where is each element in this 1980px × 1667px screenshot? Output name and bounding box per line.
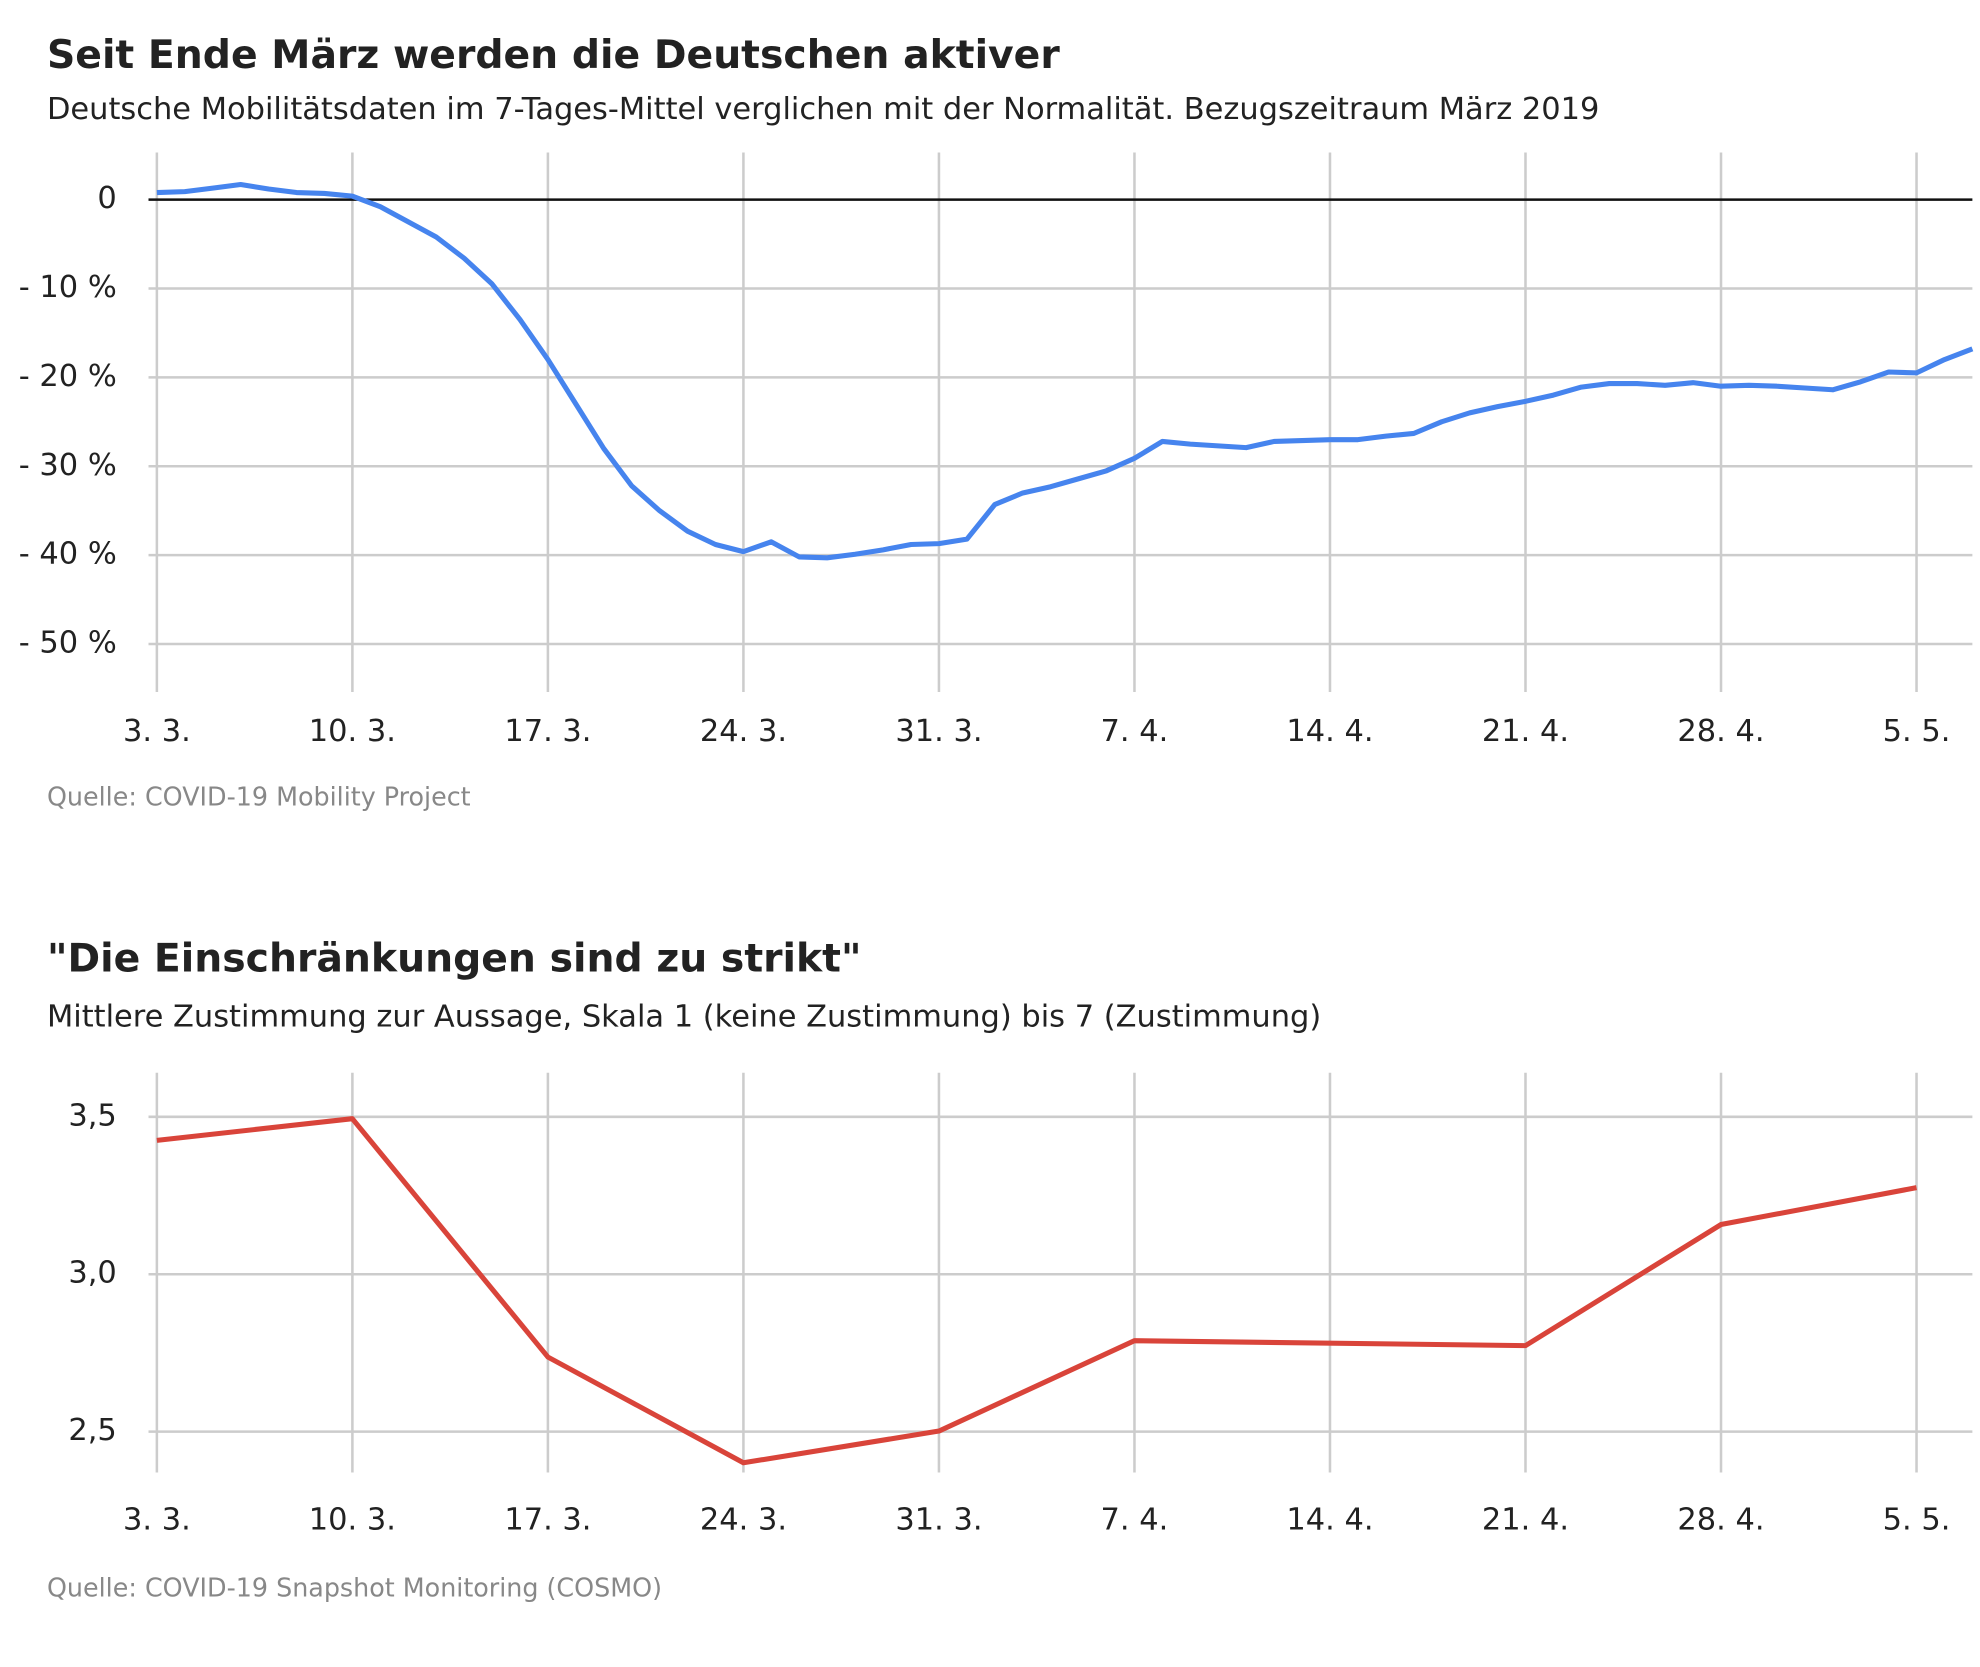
x-tick-label: 14. 4. [1286,714,1373,749]
source-note: Quelle: COVID-19 Snapshot Monitoring (CO… [47,1572,662,1602]
data-line [156,1116,1918,1466]
x-tick-label: 3. 3. [123,714,191,749]
x-tick-label: 7. 4. [1101,1502,1169,1537]
x-tick-label: 7. 4. [1101,714,1169,749]
x-tick-label: 28. 4. [1677,1502,1764,1537]
x-tick-label: 31. 3. [895,1502,982,1537]
x-tick-label: 31. 3. [895,714,982,749]
y-tick-label: - 50 % [19,625,117,660]
chart-title: "Die Einschränkungen sind zu strikt" [47,936,861,982]
x-tick-label: 21. 4. [1482,714,1569,749]
source-note: Quelle: COVID-19 Mobility Project [47,782,471,812]
x-tick-label: 17. 3. [504,1502,591,1537]
x-tick-label: 10. 3. [309,714,396,749]
y-tick-label: - 30 % [19,448,117,483]
y-tick-label: 3,5 [68,1098,116,1133]
x-tick-label: 5. 5. [1883,1502,1951,1537]
y-tick-label: 2,5 [68,1413,116,1448]
chart-subtitle: Deutsche Mobilitätsdaten im 7-Tages-Mitt… [47,92,1599,127]
y-tick-label: - 20 % [19,359,117,394]
y-tick-label: - 10 % [19,270,117,305]
x-tick-label: 5. 5. [1883,714,1951,749]
x-tick-label: 10. 3. [309,1502,396,1537]
y-tick-label: - 40 % [19,537,117,572]
chart-title: Seit Ende März werden die Deutschen akti… [47,32,1060,78]
x-tick-label: 17. 3. [504,714,591,749]
x-tick-label: 28. 4. [1677,714,1764,749]
chart: "Die Einschränkungen sind zu strikt" Mitt… [47,936,1973,1602]
x-tick-label: 24. 3. [700,714,787,749]
data-line [156,182,1974,561]
x-tick-label: 14. 4. [1286,1502,1373,1537]
chart: Seit Ende März werden die Deutschen akti… [19,32,1974,812]
x-tick-label: 21. 4. [1482,1502,1569,1537]
y-tick-label: 0 [97,181,116,216]
x-tick-label: 24. 3. [700,1502,787,1537]
y-tick-label: 3,0 [68,1256,116,1291]
chart-subtitle: Mittlere Zustimmung zur Aussage, Skala 1… [47,1000,1321,1035]
x-tick-label: 3. 3. [123,1502,191,1537]
